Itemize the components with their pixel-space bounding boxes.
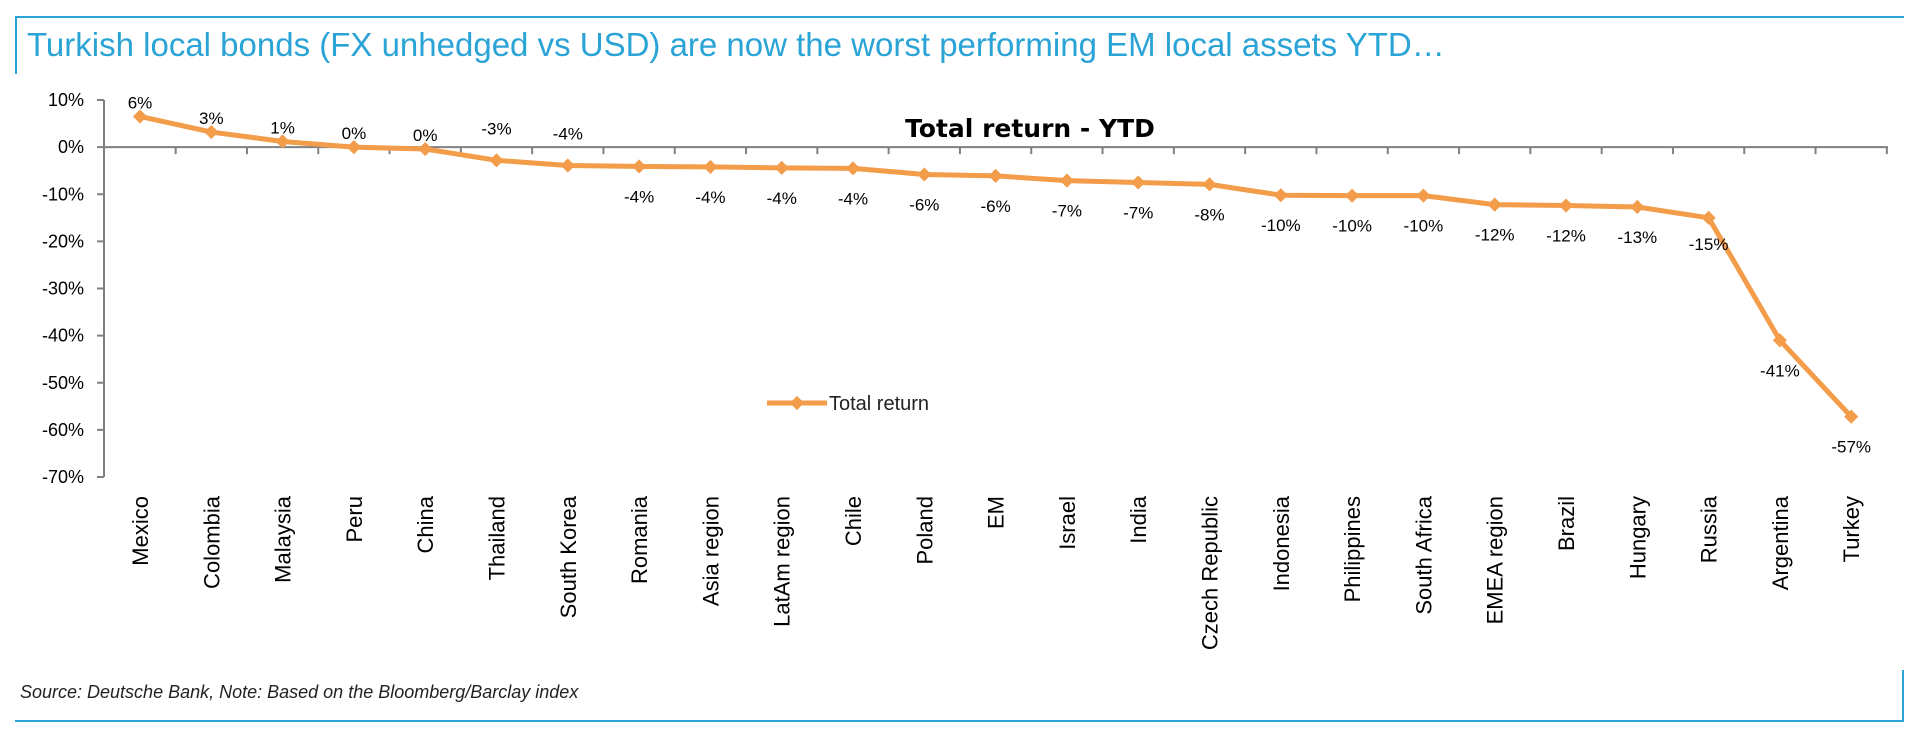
data-point (1202, 177, 1217, 192)
data-label: -10% (1404, 217, 1444, 236)
data-label: -4% (624, 187, 654, 206)
data-point (1131, 175, 1146, 190)
data-label: -15% (1689, 235, 1729, 254)
data-label: 1% (270, 118, 295, 137)
category-label: Malaysia (271, 495, 296, 583)
category-label: Turkey (1839, 496, 1864, 562)
category-label: Philippines (1340, 496, 1365, 602)
category-label: Asia region (698, 496, 723, 606)
top-rule (15, 16, 1904, 18)
data-label: -7% (1052, 202, 1082, 221)
y-tick-label: -50% (42, 373, 84, 393)
data-label: -10% (1332, 217, 1372, 236)
legend-swatch-marker (789, 395, 805, 411)
y-tick-label: -60% (42, 420, 84, 440)
data-point (1345, 188, 1360, 203)
data-point (346, 140, 361, 155)
data-label: -8% (1194, 205, 1224, 224)
category-label: Russia (1697, 495, 1722, 563)
data-point (703, 159, 718, 174)
chart-title: Total return - YTD (905, 114, 1155, 143)
data-label: -4% (695, 188, 725, 207)
data-label: -4% (838, 189, 868, 208)
series-line (137, 113, 1854, 420)
data-point (917, 167, 932, 182)
category-label: Thailand (485, 496, 510, 580)
data-label: 0% (342, 124, 367, 143)
data-point (1487, 197, 1502, 212)
left-rule (15, 16, 17, 74)
data-point (1416, 188, 1431, 203)
category-label: South Africa (1411, 495, 1436, 614)
category-label: Poland (912, 496, 937, 565)
data-label: -4% (553, 125, 583, 144)
y-tick-label: -20% (42, 231, 84, 251)
category-label: LatAm region (770, 496, 795, 627)
y-tick-label: 10% (48, 90, 84, 110)
data-point (988, 168, 1003, 183)
category-label: Mexico (128, 496, 153, 566)
category-label: Argentina (1768, 495, 1793, 590)
data-label: -41% (1760, 361, 1800, 380)
category-label: Czech Republic (1198, 496, 1223, 650)
data-point (1630, 199, 1645, 215)
category-label: Peru (342, 496, 367, 542)
data-point (845, 161, 861, 176)
data-point (1273, 188, 1288, 203)
data-point (632, 159, 647, 174)
source-note: Source: Deutsche Bank, Note: Based on th… (20, 682, 579, 702)
category-label: EM (984, 496, 1009, 529)
category-label: Brazil (1554, 496, 1579, 551)
data-label: 3% (199, 109, 224, 128)
data-label: 0% (413, 126, 438, 145)
y-tick-label: 0% (58, 137, 84, 157)
y-tick-label: -40% (42, 326, 84, 346)
data-label: -57% (1831, 438, 1871, 457)
data-label: -12% (1546, 227, 1586, 246)
data-label: -13% (1617, 228, 1657, 247)
category-label: EMEA region (1483, 496, 1508, 624)
data-point (1558, 198, 1574, 213)
data-point (560, 158, 575, 173)
category-label: China (413, 495, 438, 553)
data-point (1772, 333, 1787, 348)
category-label: India (1126, 495, 1151, 543)
category-label: Israel (1055, 496, 1080, 550)
data-point (275, 134, 290, 149)
data-label: -6% (980, 197, 1010, 216)
category-label: South Korea (556, 495, 581, 618)
category-label: Chile (841, 496, 866, 546)
data-label: 6% (128, 93, 153, 112)
page-headline: Turkish local bonds (FX unhedged vs USD)… (27, 26, 1445, 63)
category-label: Colombia (199, 495, 224, 589)
data-point (489, 153, 504, 168)
y-tick-label: -30% (42, 279, 84, 299)
category-label: Romania (627, 495, 652, 584)
data-point (1059, 173, 1074, 188)
right-rule (1902, 670, 1904, 722)
legend-label: Total return (829, 393, 929, 415)
data-label: -3% (481, 119, 511, 138)
category-label: Hungary (1625, 496, 1650, 579)
data-label: -6% (909, 195, 939, 214)
y-tick-label: -70% (42, 467, 84, 487)
data-point (418, 141, 433, 157)
y-tick-label: -10% (42, 184, 84, 204)
data-label: -12% (1475, 226, 1515, 245)
data-label: -10% (1261, 216, 1301, 235)
category-label: Indonesia (1269, 495, 1294, 591)
data-point (1844, 409, 1859, 424)
bottom-rule (15, 720, 1904, 722)
data-label: -4% (767, 189, 797, 208)
data-label: -7% (1123, 203, 1153, 222)
data-point (774, 160, 789, 175)
data-point (1701, 210, 1716, 225)
